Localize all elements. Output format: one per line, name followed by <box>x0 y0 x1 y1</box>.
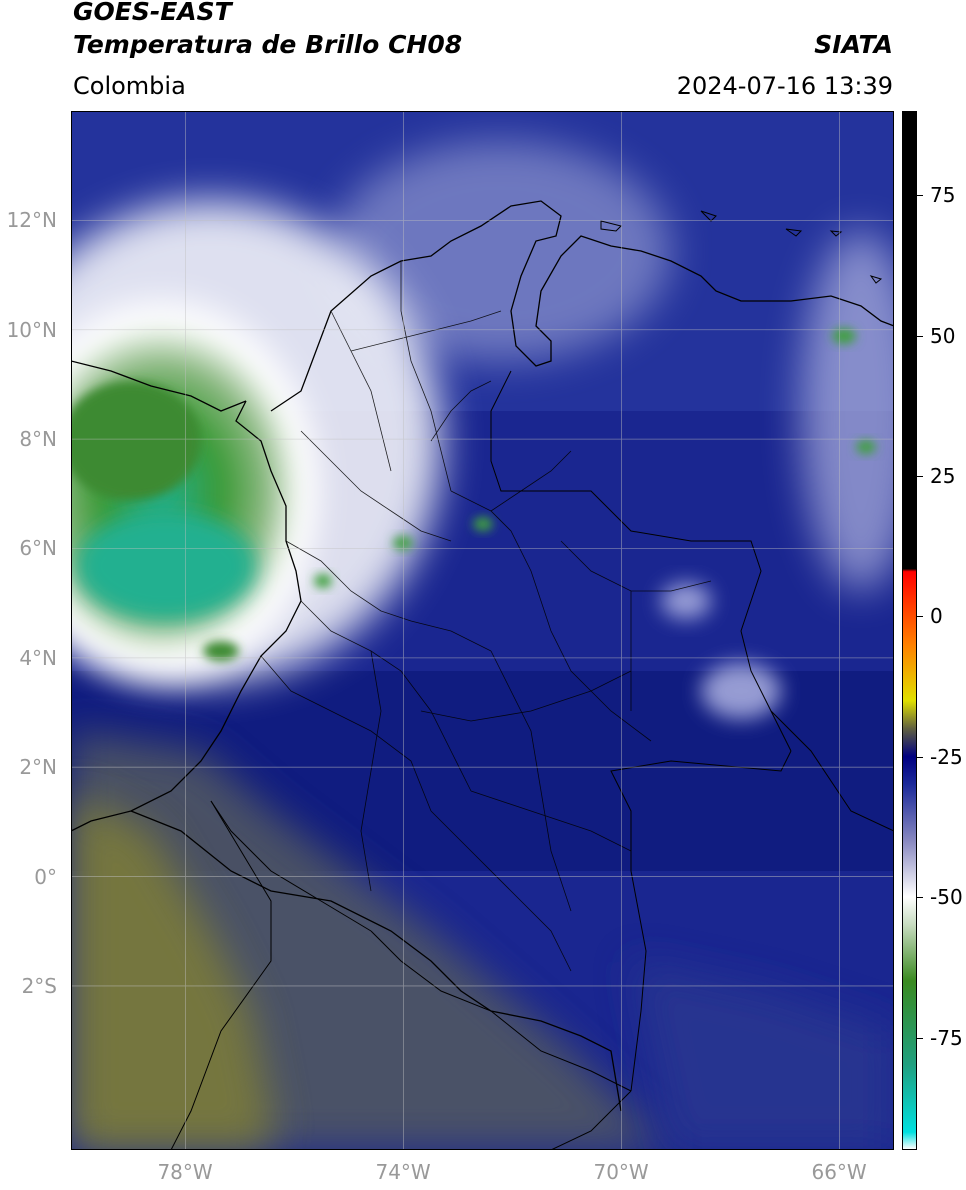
southeast-gray-zone <box>631 961 894 1150</box>
cloud-patch-east-1 <box>661 583 711 619</box>
lat-tick-label: 2°N <box>19 755 57 780</box>
convective-core-south <box>76 511 256 621</box>
storm-cell-3 <box>314 574 332 588</box>
colombia-brazil-border <box>610 750 792 1092</box>
storm-cell-2 <box>473 517 493 531</box>
department-borders <box>260 261 712 972</box>
lat-tick-label: 4°N <box>19 645 57 670</box>
product-title: Temperatura de Brillo CH08 <box>73 30 463 59</box>
colorbar-tick <box>917 195 923 197</box>
colorbar-tick <box>917 616 923 618</box>
lat-tick-label: 8°N <box>19 427 57 452</box>
venezuela-brazil-border <box>770 710 894 832</box>
map-canvas <box>71 111 894 1150</box>
colorbar-tick-label: -25 <box>930 744 963 769</box>
map-panel <box>71 111 894 1150</box>
lat-tick-label: 6°N <box>19 536 57 561</box>
convective-core-small <box>203 641 239 661</box>
region-label: Colombia <box>73 72 186 100</box>
east-cloud-halo <box>801 231 894 591</box>
cloud-patch-east-2 <box>701 663 781 719</box>
storm-cell-1 <box>393 536 413 550</box>
agency-label: SIATA <box>814 30 893 59</box>
storm-cell-4 <box>832 328 856 344</box>
map-frame <box>71 111 894 1150</box>
caribbean-cloud-halo <box>331 141 671 361</box>
datetime-label: 2024-07-16 13:39 <box>676 72 893 100</box>
lon-tick-label: 66°W <box>811 1160 867 1184</box>
satellite-title: GOES-EAST <box>73 0 232 26</box>
southwest-olive-zone <box>71 791 271 1150</box>
amazon-border <box>130 810 622 1112</box>
colorbar-tick-label: 0 <box>930 604 943 629</box>
colombia-peru-border <box>370 930 632 1092</box>
lon-tick-label: 74°W <box>375 1160 431 1184</box>
coastlines <box>71 200 894 1112</box>
colorbar-tick-label: 50 <box>930 323 956 348</box>
colorbar-tick <box>917 897 923 899</box>
brazil-peru-border <box>550 1090 632 1150</box>
colorbar <box>902 111 917 1150</box>
colorbar-tick-label: -75 <box>930 1025 963 1050</box>
colorbar-tick <box>917 756 923 758</box>
storm-cell-5 <box>856 440 876 454</box>
colombia-venezuela-border <box>490 370 792 752</box>
gridlines <box>71 111 894 1150</box>
lon-tick-label: 78°W <box>157 1160 213 1184</box>
convective-core-north <box>71 381 201 501</box>
ecuador-peru-border <box>170 800 272 1150</box>
colombia-ecuador-border <box>210 800 372 932</box>
lat-tick-label: 2°S <box>21 973 57 998</box>
colorbar-tick-label: -50 <box>930 885 963 910</box>
country-borders <box>170 370 894 1150</box>
islands <box>600 210 883 284</box>
colorbar-tick <box>917 476 923 478</box>
lat-tick-label: 12°N <box>6 208 57 233</box>
pacific-coast <box>71 400 302 832</box>
colorbar-tick <box>917 335 923 337</box>
lon-tick-label: 70°W <box>593 1160 649 1184</box>
lat-tick-label: 0° <box>34 864 57 889</box>
lat-tick-label: 10°N <box>6 317 57 342</box>
colorbar-tick-label: 25 <box>930 464 956 489</box>
caribbean-coast <box>270 200 894 412</box>
panama-coast <box>71 360 247 412</box>
colorbar-tick <box>917 1037 923 1039</box>
colorbar-tick-label: 75 <box>930 183 956 208</box>
